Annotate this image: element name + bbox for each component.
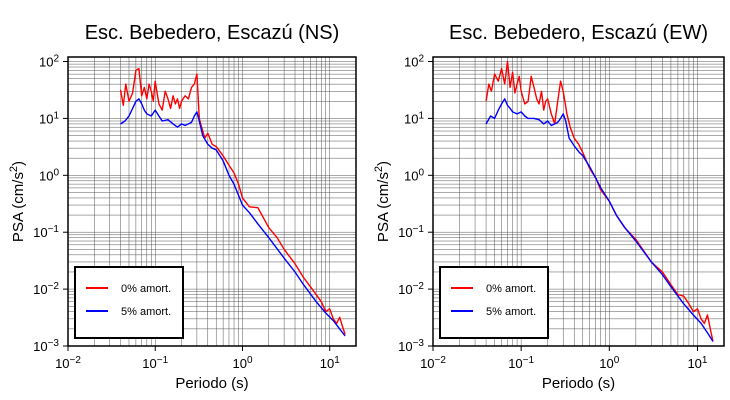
y-tick-label-exp: 0: [53, 167, 59, 178]
legend-label-undamped: 0% amort.: [486, 283, 536, 295]
x-tick-label-base: 10: [232, 356, 246, 371]
y-tick-label: 101: [39, 110, 59, 126]
y-tick-label: 10−3: [33, 338, 59, 354]
x-tick-label-exp: −2: [435, 355, 447, 366]
x-tick-label-exp: −2: [70, 355, 82, 366]
chart-panel-2: Esc. Bebedero, Escazú (EW)10−2 10−1 100 101…: [373, 22, 725, 392]
y-tick-label-exp: −3: [48, 338, 60, 349]
x-tick-label-exp: 0: [614, 355, 620, 366]
y-tick-label-exp: 2: [418, 54, 424, 65]
y-tick-label-base: 10: [398, 339, 412, 354]
chart-title: Esc. Bebedero, Escazú (NS): [85, 22, 340, 44]
x-tick-label: 10−1: [508, 355, 534, 371]
plot-frame: [67, 56, 357, 347]
x-tick-label-exp: −1: [157, 355, 169, 366]
y-tick-label-base: 10: [33, 282, 47, 297]
x-axis-label: Periodo (s): [542, 375, 615, 392]
x-tick-label: 10−2: [420, 355, 446, 371]
y-tick-label: 101: [404, 110, 424, 126]
y-tick-label: 10−1: [398, 224, 424, 240]
x-tick-label-base: 10: [320, 356, 334, 371]
legend: 0% amort. 5% amort.: [439, 266, 549, 339]
y-tick-label-base: 10: [39, 111, 53, 126]
x-tick-label-base: 10: [55, 356, 69, 371]
x-tick-label-exp: 1: [702, 355, 708, 366]
y-axis-label: PSA (cm/s2): [373, 161, 392, 242]
y-tick-label-exp: −3: [413, 338, 425, 349]
legend: 0% amort. 5% amort.: [74, 266, 184, 339]
legend-label-damped: 5% amort.: [121, 306, 171, 318]
y-tick-label-base: 10: [398, 282, 412, 297]
x-tick-label-exp: 0: [247, 355, 253, 366]
x-tick-label: 10−1: [142, 355, 168, 371]
y-tick-label-exp: 1: [53, 110, 59, 121]
x-tick-label-base: 10: [142, 356, 156, 371]
y-axis-label-tail: ): [375, 161, 392, 166]
y-tick-label: 10−3: [398, 338, 424, 354]
y-axis-label-sup: 2: [373, 166, 385, 172]
y-tick-label-exp: −2: [413, 281, 425, 292]
y-tick-label: 102: [404, 54, 424, 70]
y-axis-label: PSA (cm/s2): [8, 161, 27, 242]
y-tick-label-exp: 1: [418, 110, 424, 121]
y-tick-label-base: 10: [33, 225, 47, 240]
y-axis-label-main: PSA (cm/s: [375, 172, 392, 242]
y-tick-label-exp: 0: [418, 167, 424, 178]
y-axis-label-main: PSA (cm/s: [10, 172, 27, 242]
y-tick-label: 102: [39, 54, 59, 70]
y-tick-label-exp: −1: [413, 224, 425, 235]
x-tick-label-base: 10: [508, 356, 522, 371]
legend-box: [74, 266, 184, 339]
x-tick-label-base: 10: [599, 356, 613, 371]
legend-label-undamped: 0% amort.: [121, 283, 171, 295]
x-tick-label: 101: [320, 355, 340, 371]
y-tick-label-exp: −2: [48, 281, 60, 292]
y-tick-label: 10−1: [33, 224, 59, 240]
y-tick-label-base: 10: [404, 168, 418, 183]
y-tick-label-base: 10: [404, 55, 418, 70]
chart-title: Esc. Bebedero, Escazú (EW): [449, 22, 708, 44]
x-tick-label-exp: −1: [523, 355, 535, 366]
y-tick-label-base: 10: [39, 55, 53, 70]
legend-label-damped: 5% amort.: [486, 306, 536, 318]
legend-box: [439, 266, 549, 339]
x-tick-label: 100: [599, 355, 619, 371]
x-tick-label-base: 10: [420, 356, 434, 371]
x-tick-label: 100: [232, 355, 252, 371]
chart-panel-1: Esc. Bebedero, Escazú (NS)10−2 10−1 100 101…: [8, 22, 357, 392]
y-tick-label-base: 10: [33, 339, 47, 354]
y-tick-label: 10−2: [33, 281, 59, 297]
series-line-undamped: [485, 60, 714, 342]
plot-frame: [432, 56, 725, 347]
y-tick-label-exp: −1: [48, 224, 60, 235]
y-tick-label-base: 10: [398, 225, 412, 240]
x-tick-label: 10−2: [55, 355, 81, 371]
y-tick-label: 100: [39, 167, 59, 183]
y-tick-label-base: 10: [39, 168, 53, 183]
x-axis-label: Periodo (s): [175, 375, 248, 392]
y-axis-label-tail: ): [10, 161, 27, 166]
y-tick-label: 100: [404, 167, 424, 183]
x-tick-label-exp: 1: [334, 355, 340, 366]
x-tick-label: 101: [687, 355, 707, 371]
y-tick-label: 10−2: [398, 281, 424, 297]
series-line-damped: [485, 98, 714, 342]
x-tick-label-base: 10: [687, 356, 701, 371]
y-axis-label-sup: 2: [8, 166, 20, 172]
y-tick-label-exp: 2: [53, 54, 59, 65]
series-line-undamped: [119, 67, 346, 335]
y-tick-label-base: 10: [404, 111, 418, 126]
series-line-damped: [120, 98, 346, 337]
